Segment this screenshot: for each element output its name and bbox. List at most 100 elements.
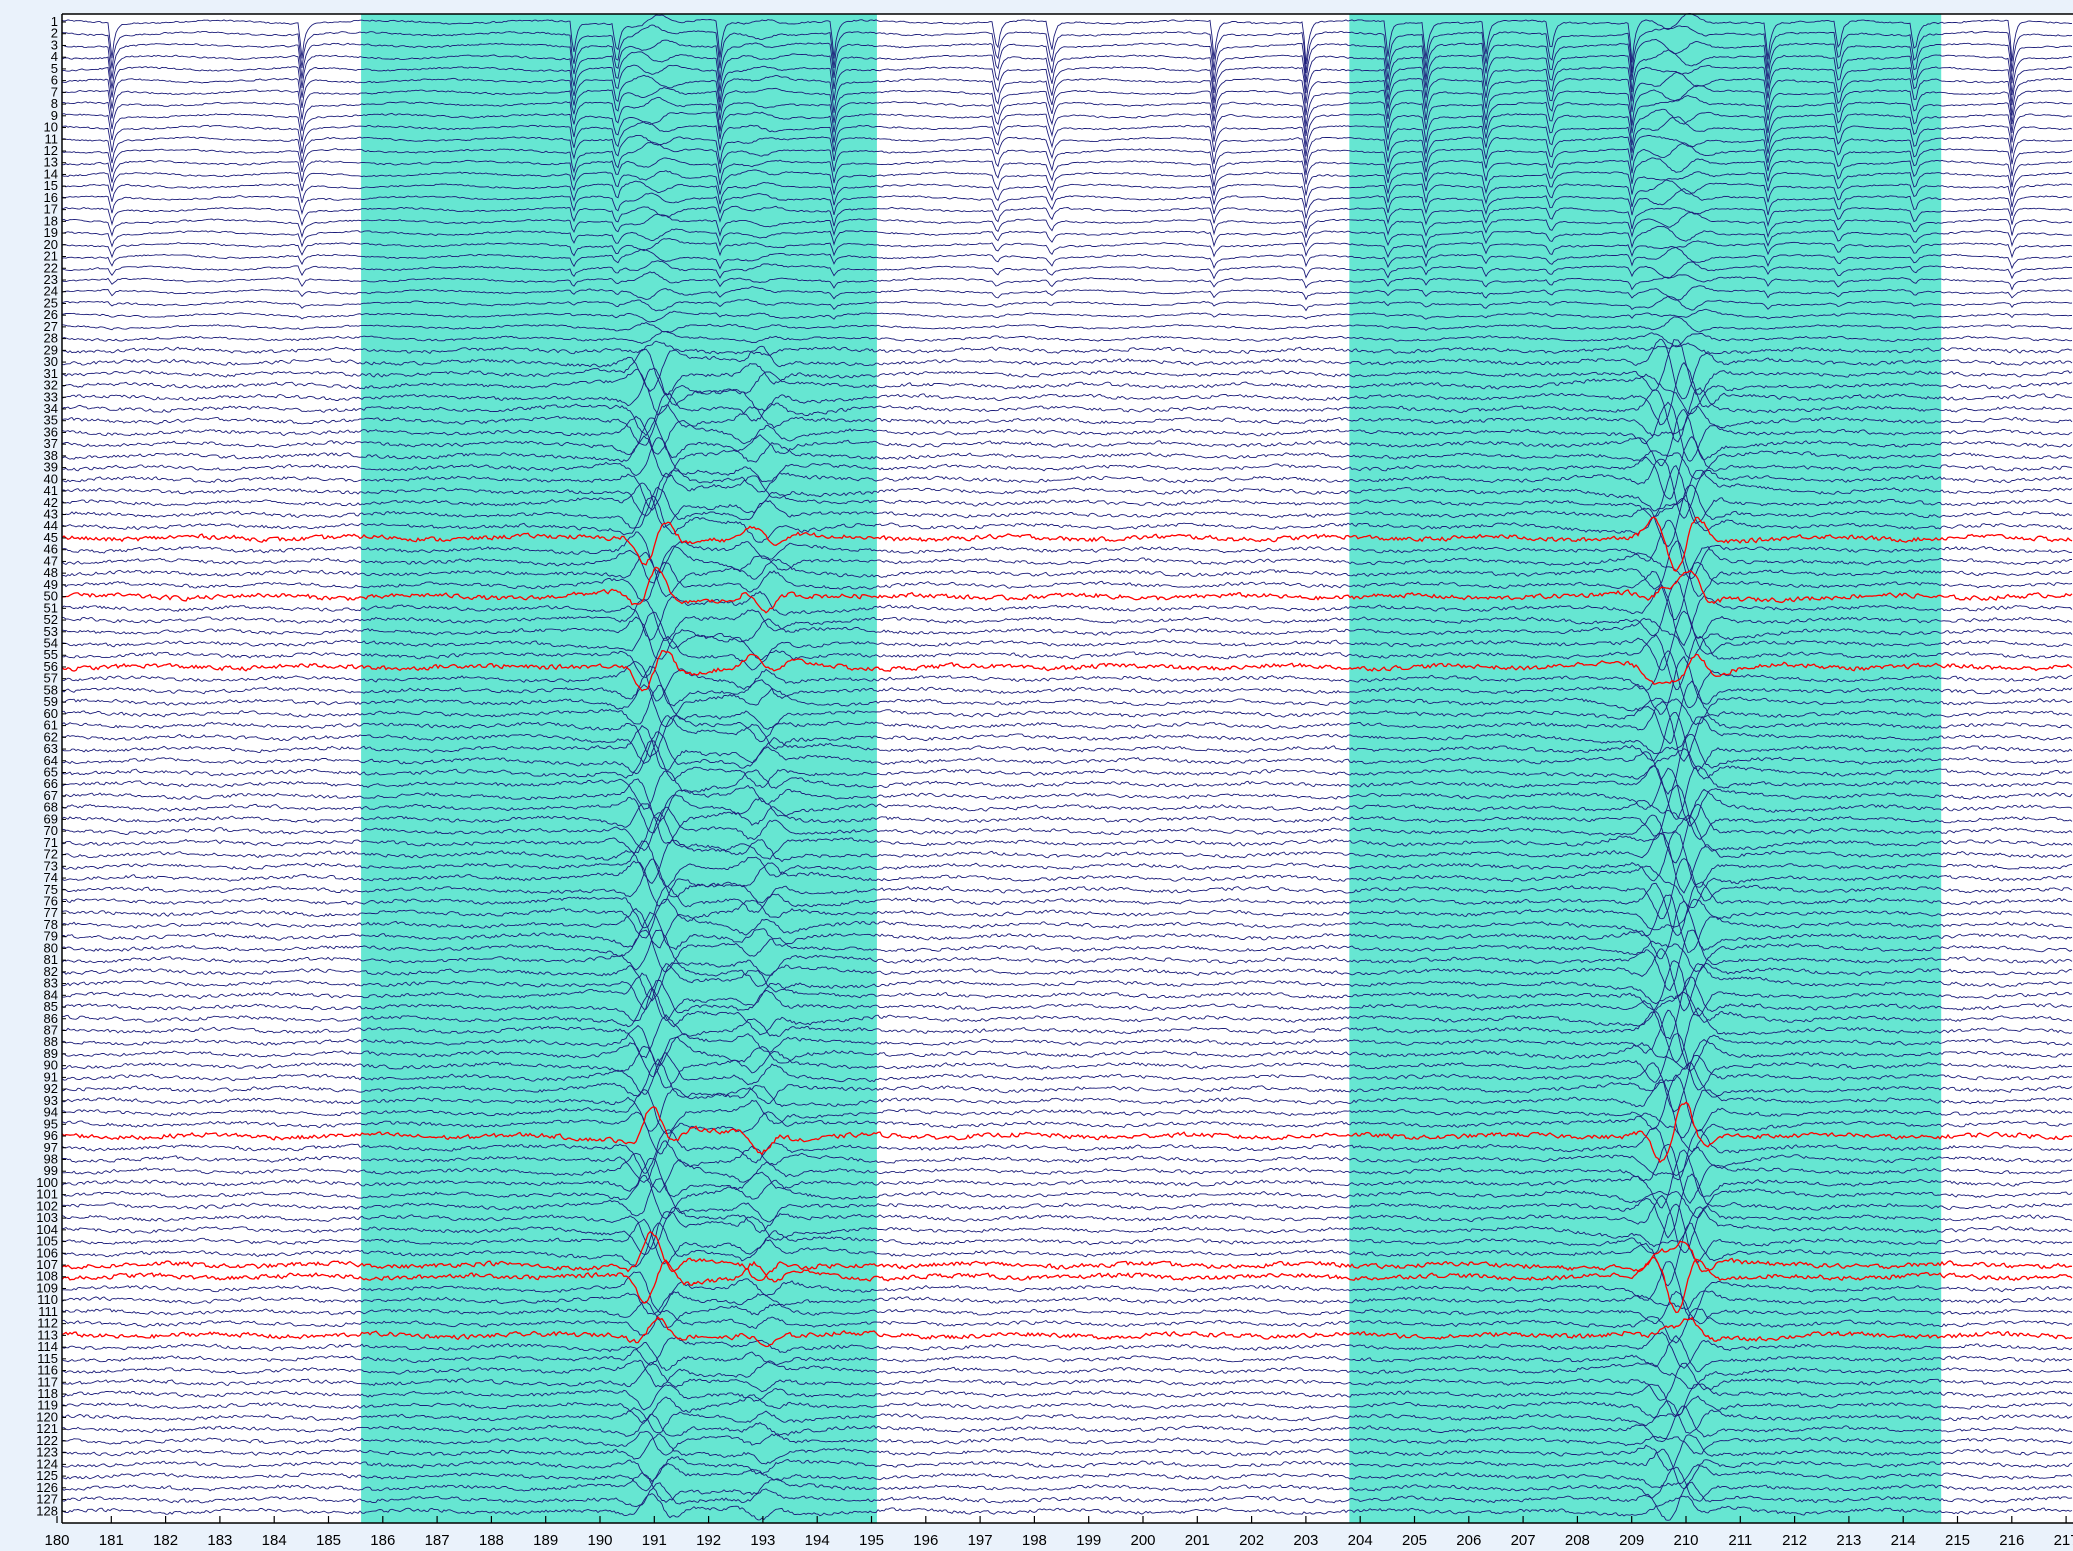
trace-ch-89 xyxy=(61,1036,2073,1078)
trace-ch-126 xyxy=(61,1466,2073,1504)
channel-label: 113 xyxy=(37,1327,58,1342)
channel-label: 24 xyxy=(44,284,58,299)
channel-label: 91 xyxy=(44,1069,58,1084)
trace-ch-73 xyxy=(61,831,2073,888)
trace-ch-101 xyxy=(61,1174,2073,1220)
channel-label: 104 xyxy=(36,1222,58,1237)
channel-label: 27 xyxy=(44,319,58,334)
trace-ch-27 xyxy=(61,316,2073,333)
channel-label: 15 xyxy=(44,178,58,193)
channel-label: 43 xyxy=(44,507,58,522)
trace-ch-26 xyxy=(61,308,2073,323)
channel-label: 13 xyxy=(44,155,58,170)
x-tick-label: 209 xyxy=(1619,1532,1644,1549)
trace-ch-75 xyxy=(61,858,2073,920)
channel-label: 66 xyxy=(44,776,58,791)
channel-label: 18 xyxy=(44,213,58,228)
trace-ch-78 xyxy=(61,894,2073,954)
x-tick-label: 205 xyxy=(1402,1532,1427,1549)
x-tick-label: 186 xyxy=(370,1532,395,1549)
trace-ch-39 xyxy=(61,435,2073,500)
channel-label: 92 xyxy=(44,1081,58,1096)
trace-ch-58 xyxy=(61,655,2073,715)
x-tick-label: 197 xyxy=(968,1532,993,1549)
channel-label: 93 xyxy=(44,1093,58,1108)
trace-ch-121 xyxy=(61,1405,2073,1443)
channel-label: 100 xyxy=(36,1175,58,1190)
shaded-interval-1 xyxy=(361,14,877,1523)
channel-label: 126 xyxy=(36,1480,58,1495)
channel-label: 99 xyxy=(44,1163,58,1178)
trace-ch-123 xyxy=(61,1433,2073,1472)
trace-ch-11 xyxy=(61,134,2073,166)
channel-label: 42 xyxy=(44,495,58,510)
channel-label: 118 xyxy=(37,1386,58,1401)
channel-label: 3 xyxy=(51,37,58,52)
trace-ch-20 xyxy=(61,238,2073,259)
channel-label: 54 xyxy=(44,636,58,651)
trace-ch-28 xyxy=(61,330,2073,347)
channel-label: 125 xyxy=(36,1468,58,1483)
channel-label: 116 xyxy=(37,1363,58,1378)
trace-ch-122 xyxy=(61,1430,2073,1456)
x-tick-label: 180 xyxy=(44,1532,69,1549)
channel-label: 7 xyxy=(51,84,58,99)
channel-label: 53 xyxy=(44,624,58,639)
channel-label: 96 xyxy=(44,1128,58,1143)
x-tick-label: 196 xyxy=(913,1532,938,1549)
trace-ch-74 xyxy=(61,860,2073,908)
channel-label: 38 xyxy=(44,448,58,463)
trace-ch-65 xyxy=(61,740,2073,789)
channel-label: 69 xyxy=(44,811,58,826)
x-tick-label: 215 xyxy=(1945,1532,1970,1549)
x-ticks: 180 181 182 183 184 185 186 187 188 189 190 191 192 1… xyxy=(44,1516,2073,1549)
trace-ch-104 xyxy=(61,1206,2073,1255)
channel-label: 122 xyxy=(36,1433,58,1448)
channel-label: 82 xyxy=(44,964,58,979)
channel-label: 12 xyxy=(44,143,58,158)
channel-label: 8 xyxy=(51,96,58,111)
x-tick-label: 185 xyxy=(316,1532,341,1549)
trace-ch-95 xyxy=(61,1111,2073,1155)
x-tick-label: 213 xyxy=(1836,1532,1861,1549)
trace-ch-117 xyxy=(61,1362,2073,1401)
channel-label: 62 xyxy=(44,729,58,744)
trace-ch-97 xyxy=(61,1127,2073,1181)
x-tick-label: 217 xyxy=(2054,1532,2073,1549)
channel-label: 51 xyxy=(44,600,58,615)
x-tick-label: 191 xyxy=(642,1532,667,1549)
channel-label: 17 xyxy=(44,202,58,217)
channel-label: 124 xyxy=(36,1456,58,1471)
trace-ch-54 xyxy=(61,610,2073,671)
channel-label: 84 xyxy=(44,987,58,1002)
trace-ch-103 xyxy=(61,1194,2073,1253)
trace-ch-125 xyxy=(61,1462,2073,1492)
channel-label: 112 xyxy=(37,1316,58,1331)
channel-label: 5 xyxy=(51,61,58,76)
trace-ch-24 xyxy=(61,285,2073,301)
channel-label: 73 xyxy=(44,858,58,873)
channel-label: 45 xyxy=(44,530,58,545)
x-tick-label: 183 xyxy=(207,1532,232,1549)
channel-label: 32 xyxy=(44,378,58,393)
channel-label: 103 xyxy=(36,1210,58,1225)
channel-label: 37 xyxy=(44,436,58,451)
trace-ch-106 xyxy=(61,1222,2072,1287)
channel-label: 2 xyxy=(51,26,58,41)
x-tick-label: 193 xyxy=(750,1532,775,1549)
highlighted-trace-50 xyxy=(61,566,2073,614)
trace-ch-66 xyxy=(61,765,2073,820)
highlighted-trace-96 xyxy=(61,1101,2073,1164)
trace-ch-84 xyxy=(61,960,2073,1022)
trace-ch-116 xyxy=(61,1359,2073,1389)
x-tick-label: 214 xyxy=(1891,1532,1916,1549)
trace-ch-128 xyxy=(61,1493,2073,1521)
trace-ch-48 xyxy=(61,540,2073,598)
shaded-interval-2 xyxy=(1349,14,1942,1523)
trace-ch-31 xyxy=(61,338,2073,396)
x-tick-label: 208 xyxy=(1565,1532,1590,1549)
trace-ch-17 xyxy=(61,205,2073,230)
channel-labels: 1234567891011121314151617181920212223242… xyxy=(36,14,66,1518)
channel-label: 68 xyxy=(44,800,58,815)
channel-label: 127 xyxy=(36,1492,58,1507)
